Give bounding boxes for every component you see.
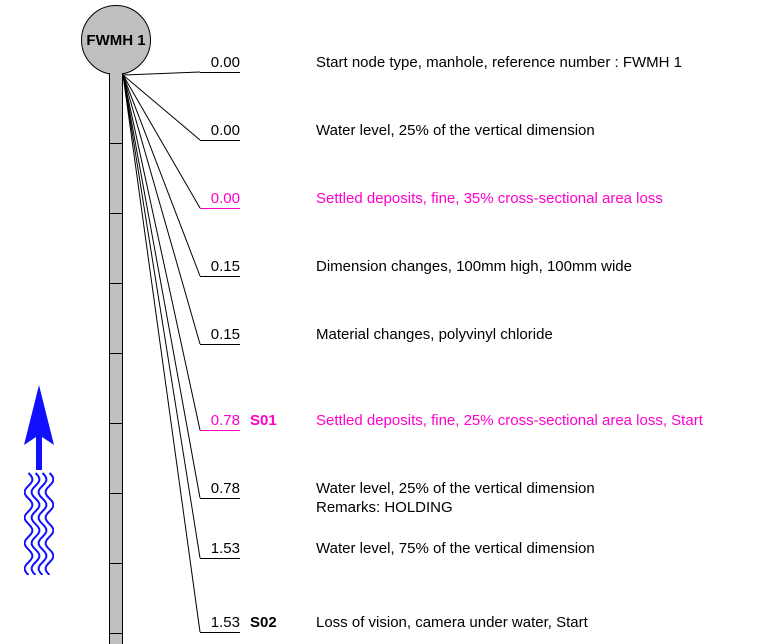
- observation-code: S02: [250, 614, 277, 631]
- flow-arrow-icon: [24, 385, 54, 578]
- observation-description: Water level, 25% of the vertical dimensi…: [316, 480, 756, 518]
- observation-description: Start node type, manhole, reference numb…: [316, 54, 756, 73]
- pipe-divider: [110, 143, 122, 144]
- observation-description: Settled deposits, fine, 25% cross-sectio…: [316, 412, 756, 431]
- distance-value: 1.53: [200, 540, 240, 559]
- pipe-divider: [110, 563, 122, 564]
- distance-value: 0.78: [200, 412, 240, 431]
- pipe-divider: [110, 493, 122, 494]
- distance-value: 0.00: [200, 190, 240, 209]
- observation-description: Dimension changes, 100mm high, 100mm wid…: [316, 258, 756, 277]
- observation-description: Settled deposits, fine, 35% cross-sectio…: [316, 190, 756, 209]
- observation-description: Material changes, polyvinyl chloride: [316, 326, 756, 345]
- pipe-divider: [110, 423, 122, 424]
- manhole-node-label: FWMH 1: [86, 32, 145, 49]
- observation-description: Loss of vision, camera under water, Star…: [316, 614, 756, 633]
- pipe-divider: [110, 283, 122, 284]
- distance-value: 0.15: [200, 258, 240, 277]
- pipe-divider: [110, 353, 122, 354]
- pipe-column: [109, 73, 123, 644]
- distance-value: 0.15: [200, 326, 240, 345]
- distance-value: 1.53: [200, 614, 240, 633]
- observation-code: S01: [250, 412, 277, 429]
- observation-description: Water level, 25% of the vertical dimensi…: [316, 122, 756, 141]
- distance-value: 0.00: [200, 54, 240, 73]
- pipe-divider: [110, 633, 122, 634]
- observation-description: Water level, 75% of the vertical dimensi…: [316, 540, 756, 559]
- manhole-node: FWMH 1: [81, 5, 151, 75]
- distance-value: 0.00: [200, 122, 240, 141]
- distance-value: 0.78: [200, 480, 240, 499]
- pipe-divider: [110, 213, 122, 214]
